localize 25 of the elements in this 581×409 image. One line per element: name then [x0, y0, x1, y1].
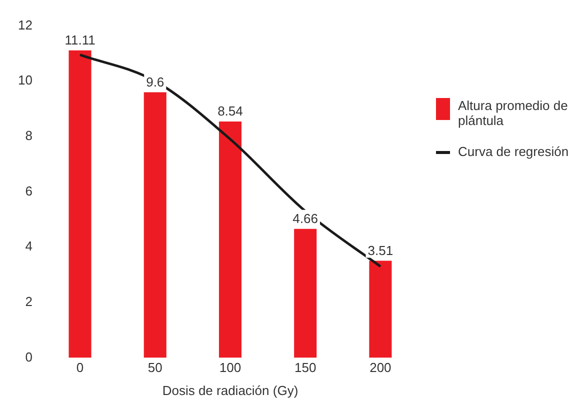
text: 8.54	[218, 104, 243, 119]
text: 4.66	[292, 210, 318, 226]
bar	[369, 260, 392, 358]
bar	[294, 228, 317, 358]
y-tick-label: 2	[25, 294, 32, 310]
legend-label: Curva de regresión	[458, 144, 569, 159]
y-tick-label: 6	[25, 183, 32, 198]
bar	[218, 122, 242, 358]
y-tick-label: 12	[18, 17, 32, 32]
x-tick-label: 100	[219, 360, 242, 376]
y-tick-label: 4	[25, 238, 32, 254]
x-tick-label: 150	[294, 360, 316, 376]
text: 3.51	[368, 242, 394, 258]
y-tick-label: 8	[25, 128, 32, 144]
x-axis-title: Dosis de radiación (Gy)	[162, 382, 298, 398]
bar	[68, 50, 92, 358]
y-tick-label: 10	[18, 72, 32, 88]
text: 9.6	[146, 74, 164, 90]
x-tick-label: 0	[76, 360, 84, 376]
y-tick-label: 0	[25, 349, 32, 364]
x-tick-label: 200	[370, 360, 392, 376]
text: 11.11	[64, 32, 96, 48]
legend-label: Altura promedio de plántula	[458, 98, 569, 128]
bar	[144, 92, 166, 358]
x-tick-label: 50	[148, 360, 162, 376]
